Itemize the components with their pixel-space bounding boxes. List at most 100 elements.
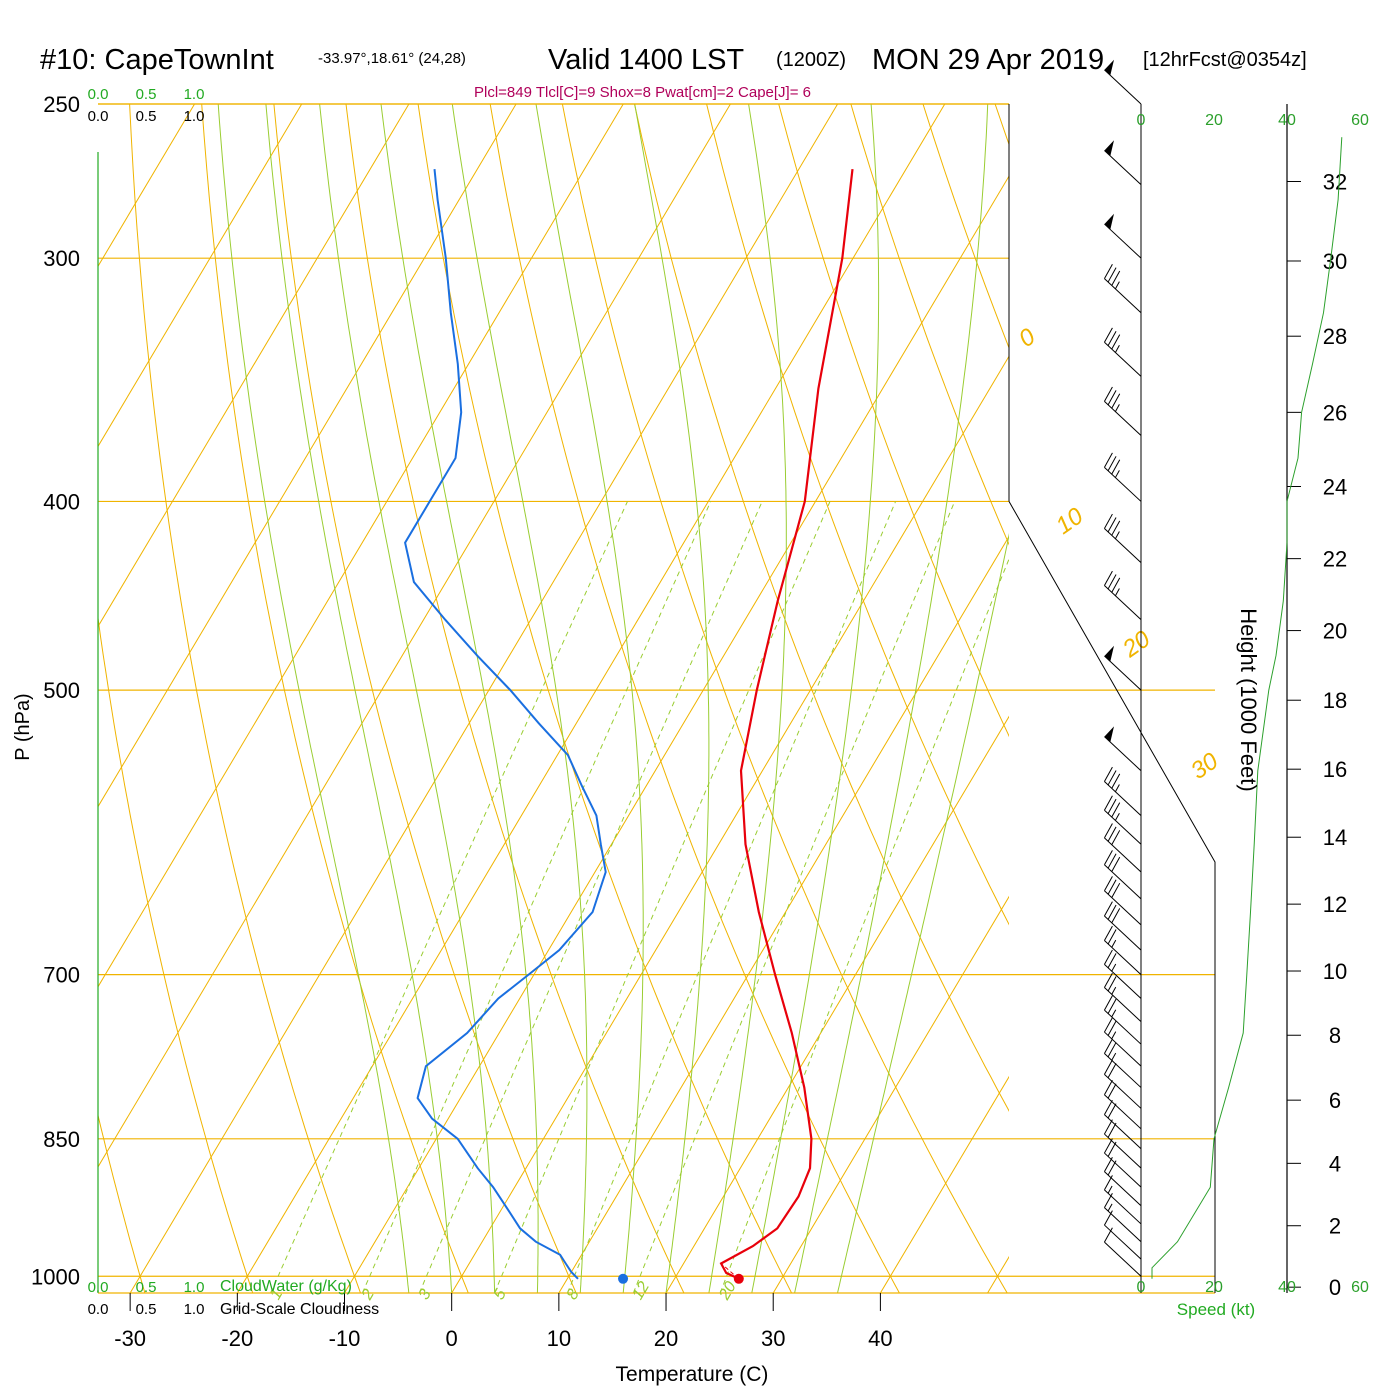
wind-barb xyxy=(1103,570,1142,620)
height-tick-label: 28 xyxy=(1323,324,1347,349)
pressure-tick-label: 250 xyxy=(43,92,80,117)
wind-barb-staff xyxy=(1104,69,1142,105)
mixing-ratio-label: 12 xyxy=(629,1279,653,1303)
pressure-tick-label: 850 xyxy=(43,1127,80,1152)
wind-barb-full xyxy=(1103,1138,1113,1154)
y-axis-title: P (hPa) xyxy=(12,693,34,760)
height-tick-label: 4 xyxy=(1329,1151,1341,1176)
wind-barb xyxy=(1103,1017,1142,1067)
wind-barb-full xyxy=(1103,1099,1113,1115)
cloud-water-tick-top: 1.0 xyxy=(184,86,205,103)
dry-adiabat-line xyxy=(129,104,361,1293)
wind-barb xyxy=(1103,1099,1142,1150)
wind-barb-full xyxy=(1111,577,1121,593)
cloudiness-tick-bottom: 1.0 xyxy=(184,1301,205,1318)
wind-barb-full xyxy=(1107,574,1117,590)
wind-barb-staff xyxy=(1104,585,1142,620)
dry-adiabat-label: 20 xyxy=(1117,625,1156,663)
height-tick-label: 18 xyxy=(1323,688,1347,713)
moist-adiabat-lines xyxy=(217,104,1009,1293)
height-tick-label: 32 xyxy=(1323,170,1347,195)
wind-barb-full xyxy=(1107,1063,1117,1078)
wind-barb-half xyxy=(1111,963,1117,972)
cloud-water-tick-top: 0.0 xyxy=(88,86,109,103)
wind-barb-staff xyxy=(1104,1094,1142,1130)
wind-barb-full xyxy=(1103,1227,1113,1243)
wind-barb-staff xyxy=(1104,1073,1142,1109)
wind-barb-staff xyxy=(1104,837,1142,873)
sounding-profiles xyxy=(404,168,854,1284)
wind-barb-full xyxy=(1103,570,1113,586)
wind-barb-full xyxy=(1103,327,1113,343)
wind-barb-pennant xyxy=(1104,213,1114,230)
wind-barb-full xyxy=(1111,393,1121,409)
moist-adiabat-line xyxy=(535,104,644,1293)
cloudiness-tick-top: 0.5 xyxy=(136,108,157,125)
wind-barb-full xyxy=(1111,773,1121,789)
wind-barb xyxy=(1103,452,1142,502)
wind-barb-full xyxy=(1107,330,1117,346)
wind-barb-pennant xyxy=(1104,645,1114,662)
wind-barb xyxy=(1103,901,1142,951)
wind-barb xyxy=(1103,1059,1142,1109)
dry-adiabat-line xyxy=(1356,104,1400,1293)
wind-barb-staff xyxy=(1104,1189,1142,1225)
wind-barb xyxy=(1103,949,1142,999)
wind-barb-full xyxy=(1107,1020,1117,1036)
wind-barb xyxy=(1103,876,1142,926)
x-tick-label: 30 xyxy=(761,1326,785,1351)
wind-barb xyxy=(1103,795,1142,845)
speed-tick-bottom: 20 xyxy=(1205,1279,1223,1296)
wind-barb-full xyxy=(1103,263,1113,279)
wind-barb-staff xyxy=(1104,1114,1142,1150)
wind-barb-staff xyxy=(1104,809,1142,845)
wind-barb-half xyxy=(1114,281,1120,290)
wind-barb-pennant xyxy=(1104,726,1114,743)
height-tick-label: 30 xyxy=(1323,249,1347,274)
isotherm-line xyxy=(772,895,1009,1293)
wind-barb xyxy=(1103,1138,1142,1188)
wind-barb-full xyxy=(1107,1141,1117,1157)
station-coords: -33.97°,18.61° (24,28) xyxy=(318,50,466,67)
height-tick-label: 14 xyxy=(1323,825,1347,850)
wind-barb xyxy=(1103,1210,1142,1260)
forecast-date: MON 29 Apr 2019 xyxy=(872,44,1104,76)
wind-barb-staff xyxy=(1104,890,1142,926)
wind-barb-full xyxy=(1103,1017,1113,1033)
mixing-ratio-line xyxy=(361,501,712,1293)
speed-tick-bottom: 40 xyxy=(1278,1279,1296,1296)
moist-adiabat-line xyxy=(319,104,496,1293)
wind-panel: 0246810121416182022242628303200202040406… xyxy=(1103,59,1369,1300)
height-tick-label: 8 xyxy=(1329,1023,1341,1048)
pressure-tick-label: 500 xyxy=(43,678,80,703)
wind-barb-staff xyxy=(1104,1241,1142,1277)
wind-barb xyxy=(1103,263,1142,314)
wind-barb-full xyxy=(1107,929,1117,945)
moist-adiabat-line xyxy=(265,104,453,1293)
mixing-ratio-line xyxy=(494,501,831,1293)
wind-barb-full xyxy=(1103,1080,1113,1095)
wind-barb-staff xyxy=(1104,1171,1142,1207)
wind-barb-staff xyxy=(1104,1207,1142,1243)
wind-barb-full xyxy=(1107,770,1117,786)
dry-adiabat-line xyxy=(561,104,1008,1293)
wind-barb-staff xyxy=(1104,864,1142,900)
mixing-ratio-lines xyxy=(270,501,1009,1293)
wind-barb-full xyxy=(1103,823,1113,839)
height-tick-label: 0 xyxy=(1329,1275,1341,1300)
cloudiness-tick-top: 1.0 xyxy=(184,108,205,125)
pressure-tick-label: 300 xyxy=(43,246,80,271)
height-tick-label: 24 xyxy=(1323,475,1347,500)
wind-barb-staff xyxy=(1104,1133,1142,1169)
height-axis-title: Height (1000 Feet) xyxy=(1236,608,1261,791)
dry-adiabat-line xyxy=(98,614,254,1293)
wind-barb-full xyxy=(1107,904,1117,920)
wind-barb-half xyxy=(1114,784,1120,793)
cloudiness-tick-bottom: 0.0 xyxy=(88,1301,109,1318)
dry-adiabat-line xyxy=(850,104,1009,546)
wind-barb-full xyxy=(1107,998,1117,1014)
dry-adiabat-lines xyxy=(98,104,1400,1293)
moist-adiabat-line xyxy=(217,104,410,1293)
wind-barb-staff xyxy=(1104,150,1142,185)
wind-barb-half xyxy=(1114,470,1120,478)
